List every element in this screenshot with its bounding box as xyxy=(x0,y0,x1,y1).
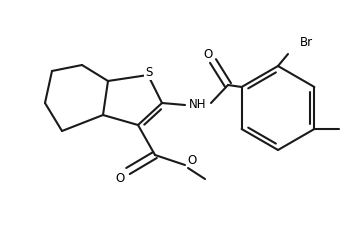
Text: NH: NH xyxy=(189,99,207,112)
Text: O: O xyxy=(187,154,196,167)
Text: S: S xyxy=(145,65,153,79)
Text: O: O xyxy=(115,172,125,185)
Text: Br: Br xyxy=(300,37,313,49)
Text: O: O xyxy=(203,48,213,61)
